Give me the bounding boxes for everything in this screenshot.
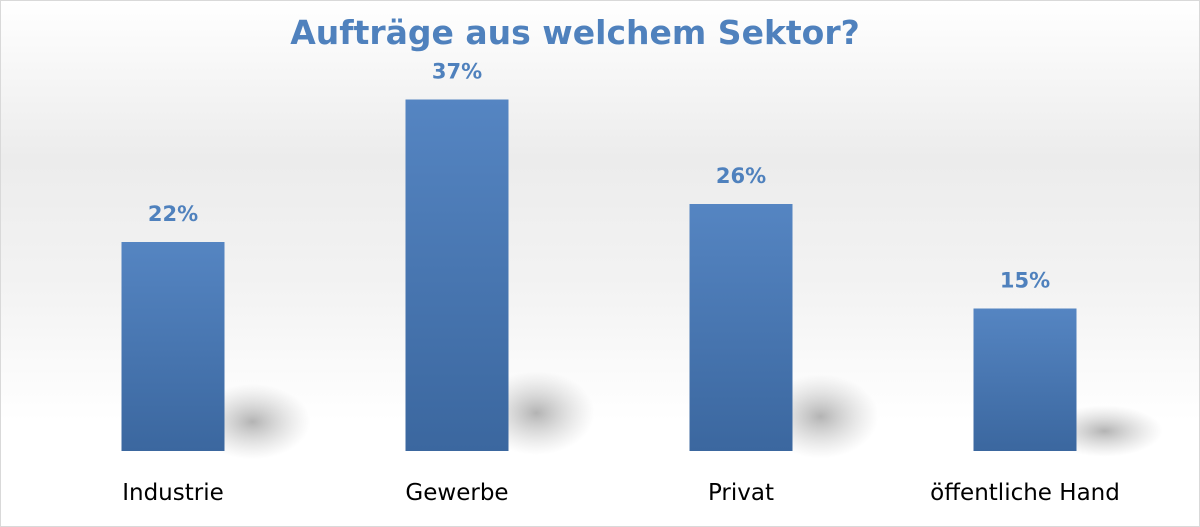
chart-title: Aufträge aus welchem Sektor? <box>290 13 860 52</box>
bar-3 <box>973 308 1077 451</box>
category-label-2: Privat <box>708 480 774 506</box>
value-label-1: 37% <box>432 60 482 84</box>
value-label-2: 26% <box>716 164 766 188</box>
category-label-0: Industrie <box>122 480 224 506</box>
category-label-1: Gewerbe <box>405 480 508 506</box>
bar-0 <box>121 242 225 451</box>
bar-2 <box>689 204 793 451</box>
category-label-3: öffentliche Hand <box>930 480 1120 506</box>
bar-1 <box>405 99 509 451</box>
value-label-3: 15% <box>1000 269 1050 293</box>
value-label-0: 22% <box>148 202 198 226</box>
